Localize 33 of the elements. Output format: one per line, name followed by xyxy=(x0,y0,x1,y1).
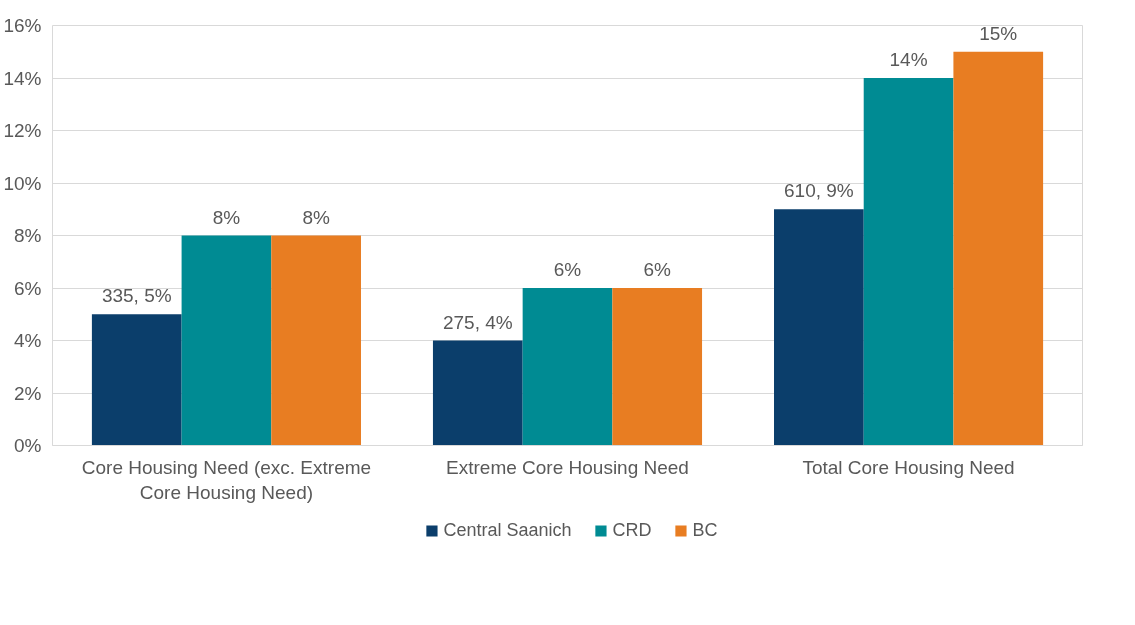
y-tick-label: 6% xyxy=(14,277,42,299)
bar xyxy=(91,314,182,446)
y-tick-label: 4% xyxy=(14,330,42,351)
y-tick-label: 16% xyxy=(3,15,42,36)
bar xyxy=(522,288,613,446)
y-tick-label: 0% xyxy=(14,435,42,456)
legend-label: CRD xyxy=(612,519,652,541)
data-label: 6% xyxy=(643,259,672,280)
legend-label: Central Saanich xyxy=(443,519,572,541)
y-tick-label: 2% xyxy=(14,382,42,404)
bar xyxy=(774,209,864,446)
x-tick-label: Core Housing Need (exc. Extreme Core Housing Need) xyxy=(81,456,372,503)
data-label: 335, 5% xyxy=(101,285,172,307)
bar xyxy=(612,288,703,446)
bar xyxy=(432,340,523,446)
bar xyxy=(181,235,272,446)
bar xyxy=(271,235,361,446)
data-label: 275, 4% xyxy=(442,311,513,333)
legend-label: BC xyxy=(692,519,718,541)
x-tick-label: Extreme Core Housing Need xyxy=(446,456,689,478)
bar xyxy=(863,78,954,446)
y-tick-label: 14% xyxy=(3,67,42,89)
x-tick-label: Total Core Housing Need xyxy=(802,456,1015,478)
bar xyxy=(953,51,1044,446)
data-label: 8% xyxy=(212,206,241,228)
y-tick-label: 12% xyxy=(3,120,42,141)
data-label: 6% xyxy=(553,259,582,280)
data-label: 610, 9% xyxy=(784,180,854,202)
data-label: 15% xyxy=(979,22,1018,44)
y-tick-label: 8% xyxy=(14,225,42,246)
data-label: 8% xyxy=(302,206,330,228)
y-tick-label: 10% xyxy=(3,172,42,194)
data-label: 14% xyxy=(889,49,928,70)
